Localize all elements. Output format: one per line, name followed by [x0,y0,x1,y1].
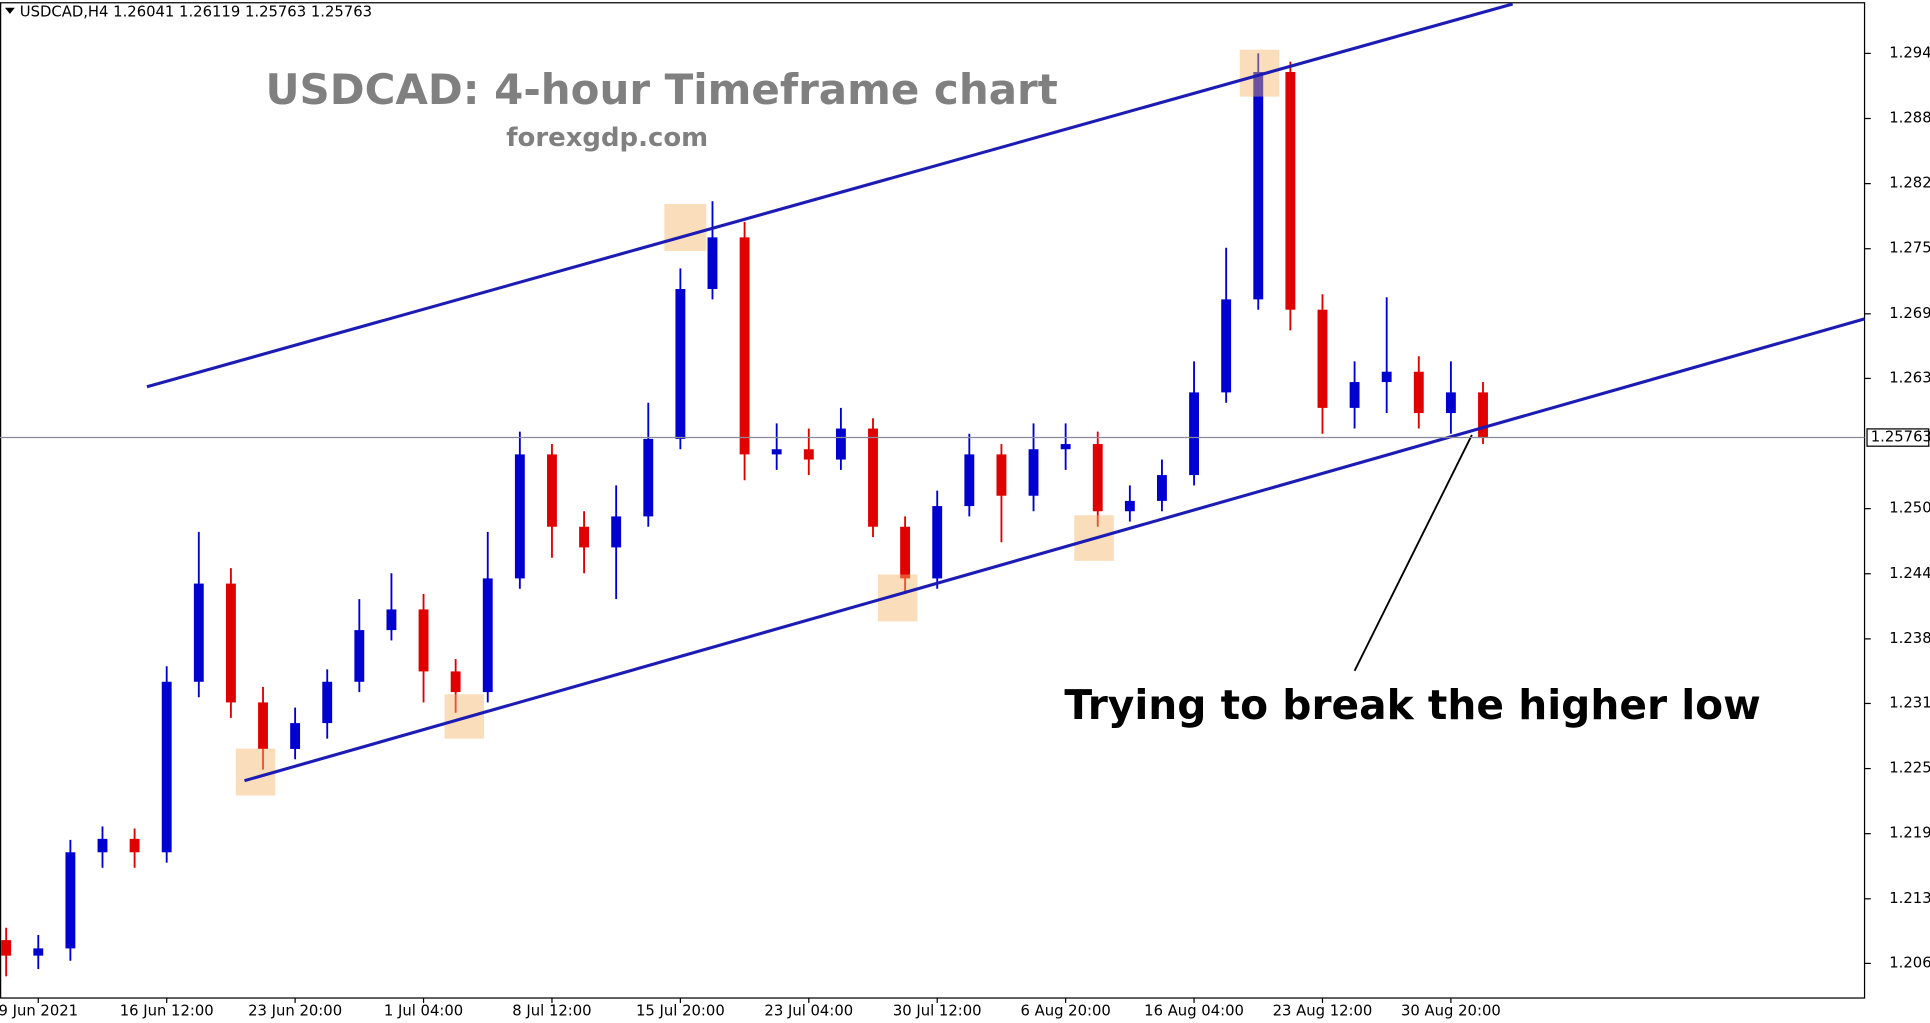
candle-body [1317,309,1328,408]
current-price-box [1866,428,1930,447]
chart-subtitle: forexgdp.com [506,123,708,153]
candle-body [354,630,365,682]
y-tick-label: 1.23190 [1889,694,1930,711]
candle-body [1253,72,1264,300]
candle-body [900,526,911,579]
candle-body [739,237,750,455]
x-tick-label: 30 Aug 20:00 [1401,1003,1501,1020]
x-tick-label: 16 Aug 04:00 [1144,1003,1244,1020]
x-tick-label: 15 Jul 20:00 [636,1003,725,1020]
candle-body [1092,444,1103,512]
candle-body [450,671,461,693]
y-tick-label: 1.26335 [1889,369,1930,386]
x-tick-label: 9 Jun 2021 [0,1003,78,1020]
candle-body [707,237,718,290]
candle-body [514,454,525,579]
candle-body [418,609,429,672]
candle-body [1445,392,1456,414]
candle-body [1285,72,1296,310]
candle-body [1124,500,1135,512]
candle-body [161,681,172,853]
candle-body [258,702,268,749]
header-icon [4,7,15,14]
y-tick-label: 1.25075 [1889,500,1930,517]
candle-body [1478,392,1488,438]
candle-body [1221,299,1232,393]
candle-body [835,428,846,460]
candle-body [97,838,108,853]
y-tick-label: 1.28220 [1889,175,1930,192]
candle-body [964,454,975,507]
candle-body [771,449,782,455]
candle-body [996,454,1007,496]
y-tick-label: 1.23815 [1889,630,1930,647]
x-tick-label: 23 Jul 04:00 [764,1003,853,1020]
y-tick-label: 1.28850 [1889,110,1930,127]
candle-body [1157,475,1167,501]
annotation: Trying to break the higher low [1064,681,1760,729]
candle-body [1189,392,1199,476]
candle-body [547,454,557,527]
candle-body [129,838,140,853]
y-tick-label: 1.29480 [1889,44,1930,61]
x-tick-label: 8 Jul 12:00 [512,1003,591,1020]
candles [1,53,1488,977]
y-tick-label: 1.21930 [1889,825,1930,842]
candle-body [65,852,76,949]
y-tick-label: 1.21300 [1889,890,1930,907]
candle-body [33,948,44,956]
candle-body [579,526,590,548]
y-tick-label: 1.20675 [1889,954,1930,971]
candle-body [322,681,333,724]
candle-body [932,506,943,579]
y-tick-label: 1.27590 [1889,240,1930,257]
plot-frame [0,2,1866,999]
candle-body [643,438,654,517]
upper-trendline [146,2,1514,389]
candle-body [868,428,878,527]
x-tick-label: 1 Jul 04:00 [384,1003,463,1020]
y-tick-label: 1.24445 [1889,565,1930,582]
header: USDCAD,H4 1.26041 1.26119 1.25763 1.2576… [20,3,372,20]
lower-trendline [244,317,1865,783]
candle-body [482,578,493,693]
candle-body [675,289,686,439]
candle-body [1349,382,1360,408]
candle-body [1413,371,1424,414]
candle-body [1,940,12,956]
x-tick-label: 23 Jun 20:00 [248,1003,342,1020]
highlight [235,748,276,796]
candle-body [1028,449,1039,496]
candle-body [1060,444,1071,450]
x-tick-label: 23 Aug 12:00 [1273,1003,1373,1020]
candle-body [611,516,622,548]
highlight [1239,49,1280,97]
candle-body [225,583,236,703]
highlight [664,204,707,251]
candle-body [193,583,204,682]
candle-body [803,449,814,460]
x-tick-label: 16 Jun 12:00 [120,1003,214,1020]
candle-body [1381,371,1392,383]
y-tick-label: 1.26960 [1889,305,1930,322]
current-price-label: 1.25763 [1871,429,1930,446]
x-tick-label: 6 Aug 20:00 [1020,1003,1110,1020]
x-tick-label: 30 Jul 12:00 [893,1003,982,1020]
candle-body [290,723,301,749]
candle-body [386,609,397,631]
pointer-line [1353,434,1473,672]
y-tick-label: 1.22560 [1889,760,1930,777]
chart-title: USDCAD: 4-hour Timeframe chart [265,65,1057,114]
highlights [235,49,1280,796]
